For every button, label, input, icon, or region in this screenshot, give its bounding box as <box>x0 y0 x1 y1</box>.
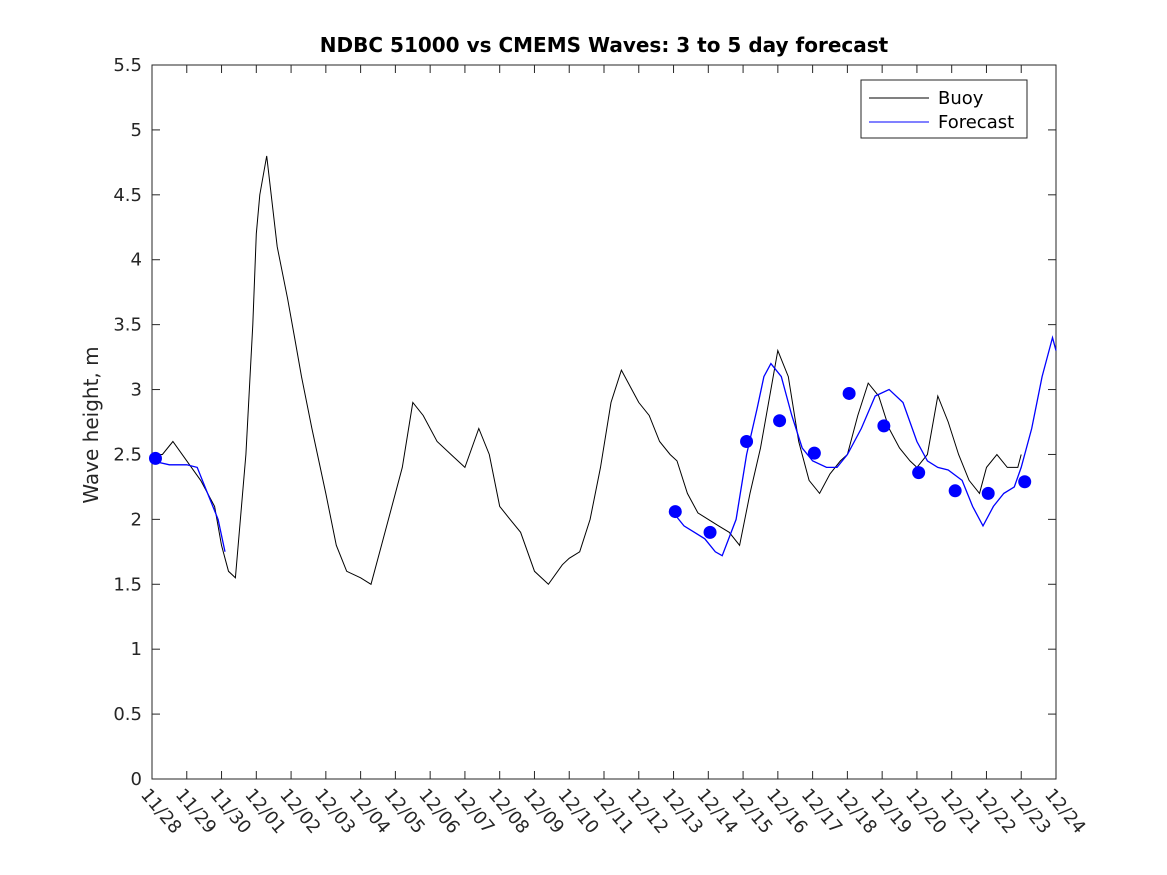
series-layer <box>148 155 1057 586</box>
plot-frame <box>151 64 1057 780</box>
legend-forecast-label: Forecast <box>938 112 1014 133</box>
y-tick-label: 4 <box>131 250 142 271</box>
y-tick-label: 5.5 <box>113 55 142 76</box>
series-line-buoy <box>152 155 1022 586</box>
forecast-marker <box>877 419 891 433</box>
forecast-marker <box>842 386 856 400</box>
y-tick-label: 3.5 <box>113 315 142 336</box>
y-tick-label: 2 <box>131 509 142 530</box>
y-tick-label: 1.5 <box>113 574 142 595</box>
forecast-marker <box>668 505 682 519</box>
y-tick-label: 2.5 <box>113 444 142 465</box>
forecast-marker <box>148 451 162 465</box>
series-line-forecast <box>672 335 1057 557</box>
forecast-marker <box>1018 475 1032 489</box>
y-tick-label: 0 <box>131 769 142 790</box>
forecast-marker <box>912 466 926 480</box>
y-tick-label: 4.5 <box>113 185 142 206</box>
chart-title: NDBC 51000 vs CMEMS Waves: 3 to 5 day fo… <box>320 33 889 57</box>
y-tick-label: 0.5 <box>113 704 142 725</box>
forecast-marker <box>740 434 754 448</box>
y-tick-label: 3 <box>131 380 142 401</box>
legend-buoy-label: Buoy <box>938 88 984 109</box>
series-line-forecast <box>151 460 226 552</box>
forecast-marker <box>773 414 787 428</box>
forecast-marker <box>703 525 717 539</box>
legend-box <box>860 79 1028 139</box>
legend: Buoy Forecast <box>860 79 1028 139</box>
y-tick-label: 5 <box>131 120 142 141</box>
y-tick-label: 1 <box>131 639 142 660</box>
forecast-marker <box>807 446 821 460</box>
plot-area <box>151 64 1057 780</box>
forecast-marker <box>981 486 995 500</box>
axis-ticks: 00.511.522.533.544.555.511/2811/2911/301… <box>113 55 1089 838</box>
forecast-marker <box>948 484 962 498</box>
y-axis-label: Wave height, m <box>79 346 103 503</box>
